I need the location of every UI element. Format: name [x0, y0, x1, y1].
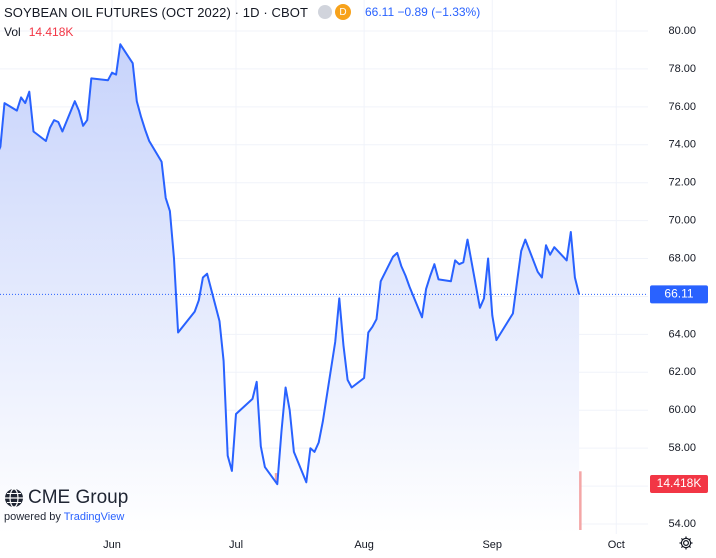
volume-legend: Vol 14.418K — [4, 25, 73, 39]
last-price-label: 66.11 — [664, 287, 693, 301]
x-tick-label: Jun — [103, 539, 121, 551]
volume-tag: 14.418K — [650, 475, 708, 493]
y-tick-label: 68.00 — [668, 252, 696, 264]
volume-label: Vol — [4, 25, 21, 39]
y-tick-label: 80.00 — [668, 25, 696, 37]
chart-header: SOYBEAN OIL FUTURES (OCT 2022) · 1D · CB… — [4, 4, 480, 20]
last-price: 66.11 — [364, 5, 395, 19]
y-tick-label: 58.00 — [668, 442, 696, 454]
price-change: −0.89 — [397, 5, 428, 19]
cme-globe-icon — [5, 488, 23, 508]
x-axis[interactable]: Jun Jul Aug Sep Oct — [103, 539, 625, 551]
y-tick-label: 62.00 — [668, 366, 696, 378]
symbol-title[interactable]: SOYBEAN OIL FUTURES (OCT 2022) · 1D · CB… — [4, 4, 308, 20]
x-tick-label: Jul — [229, 539, 243, 551]
y-tick-label: 74.00 — [668, 139, 696, 151]
brand-name: CME Group — [28, 487, 129, 508]
x-tick-label: Aug — [354, 539, 374, 551]
y-axis[interactable]: 80.0078.0076.0074.0072.0070.0068.0066.00… — [668, 25, 696, 530]
price-line — [0, 43, 581, 486]
volume-value: 14.418K — [28, 25, 74, 39]
powered-by[interactable]: powered by TradingView — [4, 511, 125, 523]
last-price-tag: 66.11 — [650, 285, 708, 304]
y-tick-label: 76.00 — [668, 101, 696, 113]
tradingview-name: TradingView — [63, 511, 125, 523]
y-tick-label: 54.00 — [668, 518, 696, 530]
y-tick-label: 78.00 — [668, 63, 696, 75]
gear-icon[interactable] — [678, 535, 694, 551]
y-tick-label: 64.00 — [668, 328, 696, 340]
market-status-dot — [317, 5, 332, 19]
volume-tag-label: 14.418K — [657, 476, 702, 490]
price-change-percent: (−1.33%) — [431, 5, 481, 19]
y-tick-label: 72.00 — [668, 177, 696, 189]
x-tick-label: Sep — [482, 539, 502, 551]
quote-values: 66.11 −0.89 (−1.33%) — [365, 5, 480, 19]
y-tick-label: 60.00 — [668, 404, 696, 416]
price-area-fill — [0, 44, 580, 534]
x-tick-label: Oct — [608, 539, 625, 551]
delayed-badge[interactable]: D — [334, 4, 351, 20]
branding[interactable]: CME Group powered by TradingView — [4, 487, 128, 523]
y-tick-label: 70.00 — [668, 215, 696, 227]
